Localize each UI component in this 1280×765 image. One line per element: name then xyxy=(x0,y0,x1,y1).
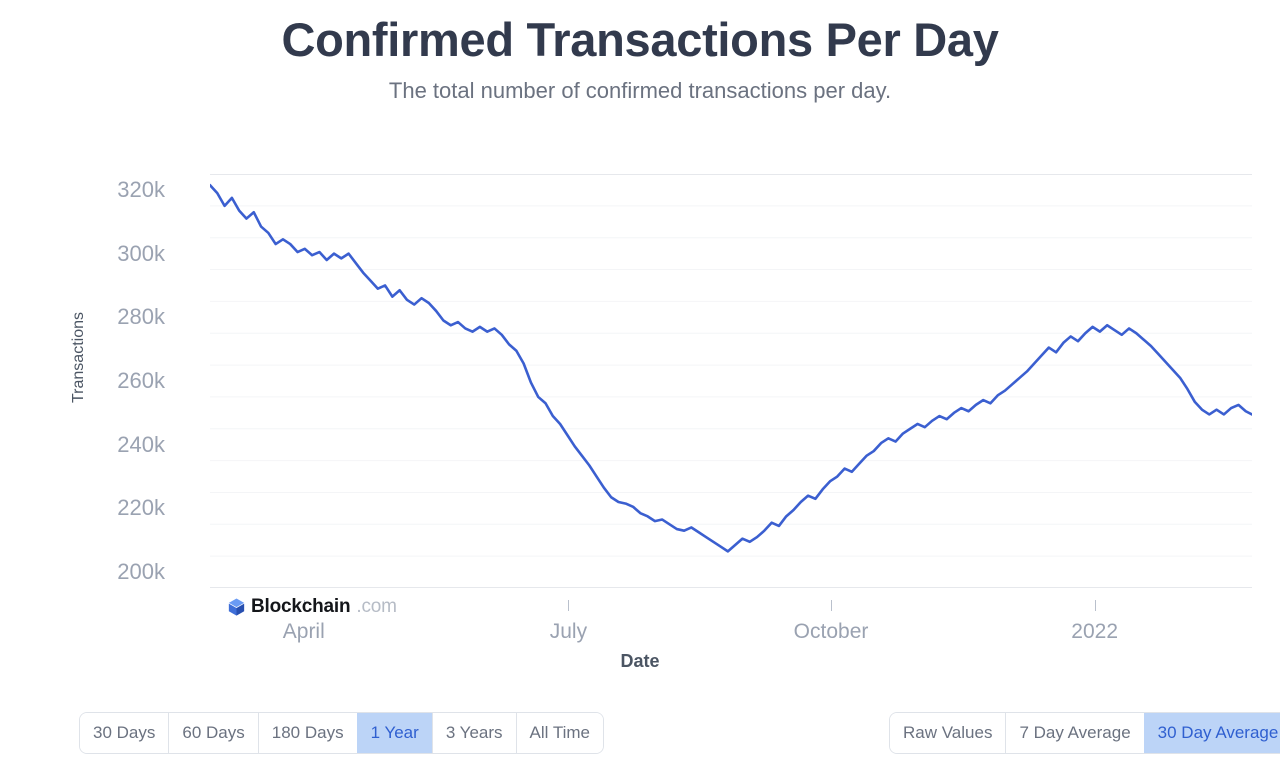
average-button-raw-values[interactable]: Raw Values xyxy=(890,713,1006,753)
y-axis-tick-label: 200k xyxy=(117,559,165,585)
average-button-7-day-average[interactable]: 7 Day Average xyxy=(1005,713,1144,753)
x-axis-tick-mark xyxy=(303,600,305,611)
watermark-brand: Blockchain xyxy=(251,596,351,617)
range-button-180-days[interactable]: 180 Days xyxy=(257,713,357,753)
range-button-1-year[interactable]: 1 Year xyxy=(356,713,432,753)
x-axis-tick-mark xyxy=(1094,600,1096,611)
y-axis-tick-label: 220k xyxy=(117,495,165,521)
page-subtitle: The total number of confirmed transactio… xyxy=(388,78,892,103)
watermark-tld: .com xyxy=(356,596,397,617)
y-axis-tick-label: 280k xyxy=(117,304,165,330)
x-axis-tick-mark xyxy=(831,600,833,611)
x-axis-title: Date xyxy=(620,651,660,671)
data-line-series xyxy=(210,183,1252,553)
averaging-button-group[interactable]: Raw Values 7 Day Average 30 Day Average xyxy=(889,712,1280,754)
line-chart-svg xyxy=(210,174,1252,588)
range-button-all-time[interactable]: All Time xyxy=(515,713,604,753)
x-axis-tick-label: 2022 xyxy=(1071,620,1119,643)
y-axis-tick-label: 260k xyxy=(117,368,165,393)
y-axis-tick-labels: 200k 220k 240k 260k 280k 300k 320k xyxy=(0,0,210,765)
x-axis-tick-mark xyxy=(568,600,570,611)
y-axis-tick-label: 320k xyxy=(117,176,165,202)
blockchain-cube-icon xyxy=(228,598,245,616)
x-axis-tick-label: April xyxy=(282,620,325,643)
blockchain-watermark: Blockchain .com xyxy=(228,597,397,616)
x-axis-tick-label: October xyxy=(793,620,869,643)
x-axis-tick-label: July xyxy=(549,620,588,643)
range-button-60-days[interactable]: 60 Days xyxy=(168,713,258,753)
y-axis-tick-label: 240k xyxy=(117,431,165,457)
page-title: Confirmed Transactions Per Day xyxy=(281,13,999,66)
average-button-30-day-average[interactable]: 30 Day Average xyxy=(1143,713,1280,753)
y-axis-tick-label: 300k xyxy=(117,240,165,266)
range-button-30-days[interactable]: 30 Days xyxy=(80,713,169,753)
time-range-button-group[interactable]: 30 Days 60 Days 180 Days 1 Year 3 Years All T… xyxy=(79,712,605,754)
range-button-3-years[interactable]: 3 Years xyxy=(431,713,516,753)
plot-area[interactable] xyxy=(210,174,1252,588)
